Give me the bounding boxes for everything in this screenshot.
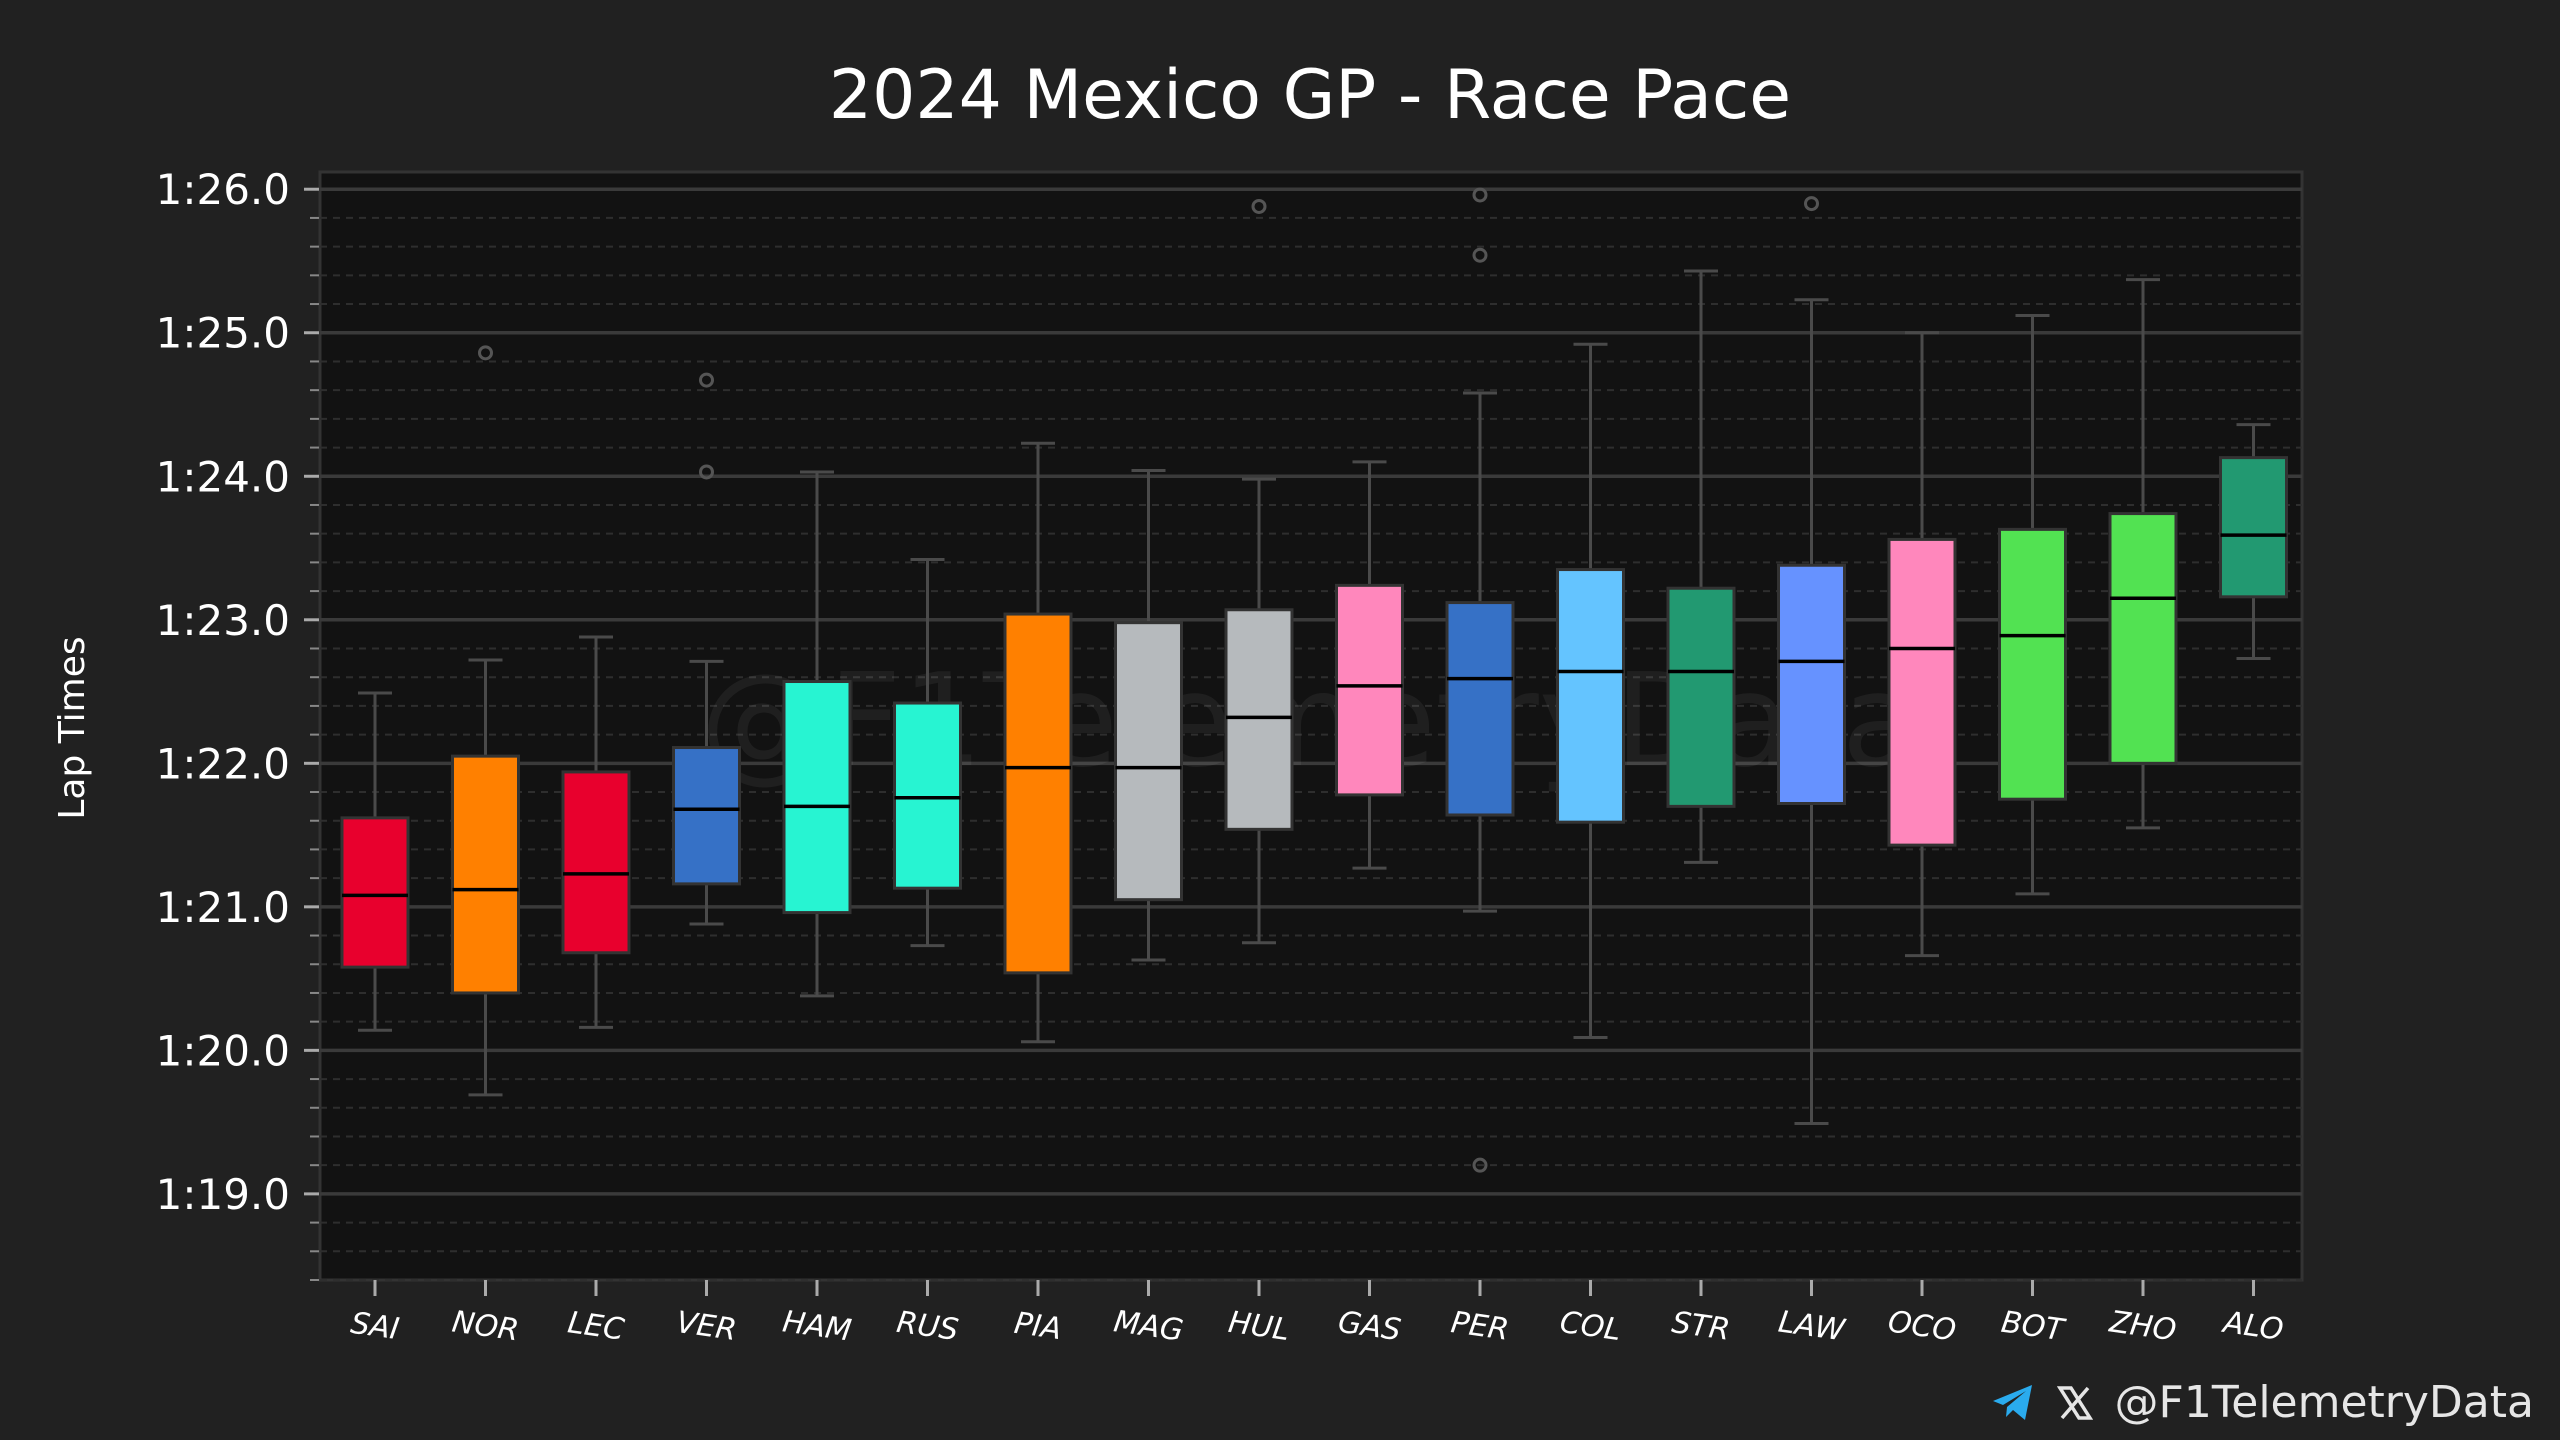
box-lec — [561, 635, 631, 1029]
box-body — [1666, 586, 1736, 808]
outlier-point — [1472, 1157, 1488, 1173]
box-bot — [1998, 314, 2067, 896]
box-body — [561, 770, 631, 955]
x-tick-label-hul: HUL — [1226, 1305, 1292, 1348]
x-tick-label-lec: LEC — [565, 1305, 626, 1348]
box-hul — [1224, 198, 1294, 945]
box-body — [1556, 568, 1625, 824]
outlier-point — [699, 372, 714, 388]
box-gas — [1335, 460, 1404, 870]
outlier-point — [1804, 196, 1819, 212]
box-body — [340, 816, 410, 969]
y-tick-label: 1:19.0 — [156, 1170, 290, 1219]
watermark-text: @F1TelemetryData — [700, 647, 1920, 796]
box-body — [1998, 527, 2067, 801]
box-body — [1114, 621, 1183, 902]
box-body — [451, 754, 520, 995]
box-sai — [340, 691, 410, 1032]
box-series — [340, 187, 2288, 1173]
box-body — [1003, 612, 1073, 975]
x-tick-label-str: STR — [1670, 1305, 1733, 1348]
x-tick-label-ver: VER — [674, 1305, 739, 1348]
y-tick-label: 1:24.0 — [156, 452, 290, 501]
y-axis-label: Lap Times — [52, 636, 93, 819]
box-str — [1666, 269, 1736, 864]
box-oco — [1887, 331, 1957, 958]
outlier-point — [478, 345, 493, 361]
box-zho — [2108, 278, 2178, 830]
box-body — [1224, 608, 1294, 831]
x-tick-label-mag: MAG — [1112, 1304, 1186, 1348]
x-tick-label-ham: HAM — [780, 1304, 853, 1348]
box-body — [2219, 456, 2288, 599]
x-tick-label-zho: ZHO — [2106, 1304, 2178, 1348]
outlier-point — [1472, 187, 1488, 203]
box-mag — [1114, 469, 1183, 962]
y-tick-label: 1:22.0 — [156, 739, 290, 788]
box-body — [672, 746, 741, 886]
box-body — [2108, 512, 2178, 765]
box-pia — [1003, 441, 1073, 1044]
box-alo — [2219, 423, 2288, 661]
y-tick-label: 1:20.0 — [156, 1026, 290, 1075]
footer-handle: @F1TelemetryData — [2114, 1377, 2534, 1428]
box-law — [1777, 196, 1846, 1126]
outlier-point — [699, 464, 714, 480]
x-tick-label-bot: BOT — [1999, 1305, 2068, 1349]
y-tick-label: 1:26.0 — [156, 165, 290, 214]
box-ver — [672, 372, 741, 926]
box-body — [893, 701, 962, 890]
box-body — [1445, 601, 1515, 817]
chart-title: 2024 Mexico GP - Race Pace — [829, 56, 1791, 135]
outlier-point — [1251, 198, 1267, 214]
x-tick-label-pia: PIA — [1012, 1306, 1064, 1347]
box-body — [1777, 563, 1846, 806]
grid-lines — [320, 187, 2302, 1281]
box-ham — [782, 470, 852, 998]
footer-branding: @F1TelemetryData — [1991, 1377, 2534, 1428]
outlier-point — [1472, 247, 1488, 263]
box-nor — [451, 345, 520, 1097]
box-rus — [893, 558, 962, 948]
x-tick-label-nor: NOR — [450, 1305, 521, 1349]
y-tick-label: 1:23.0 — [156, 596, 290, 645]
box-body — [1335, 583, 1404, 797]
x-logo-icon[interactable] — [2056, 1385, 2093, 1421]
box-body — [782, 680, 852, 915]
y-tick-label: 1:21.0 — [156, 883, 290, 932]
axis-ticks: 1:26.0 1:25.0 1:24.0 1:23.0 1:22.0 1:21.0 1:20… — [156, 165, 2286, 1348]
x-tick-label-per: PER — [1449, 1305, 1511, 1348]
y-tick-label: 1:25.0 — [156, 309, 290, 358]
box-body — [1887, 537, 1957, 847]
x-tick-label-law: LAW — [1776, 1305, 1848, 1349]
x-tick-label-col: COL — [1558, 1305, 1624, 1348]
x-tick-label-gas: GAS — [1336, 1305, 1403, 1348]
box-per — [1445, 187, 1515, 1173]
x-tick-label-oco: OCO — [1886, 1304, 1958, 1348]
x-tick-label-alo: ALO — [2219, 1305, 2285, 1348]
telegram-icon[interactable] — [1991, 1383, 2035, 1423]
x-tick-label-sai: SAI — [349, 1306, 402, 1347]
plot-area — [318, 170, 2304, 1282]
box-col — [1556, 342, 1625, 1039]
x-tick-label-rus: RUS — [894, 1305, 960, 1348]
